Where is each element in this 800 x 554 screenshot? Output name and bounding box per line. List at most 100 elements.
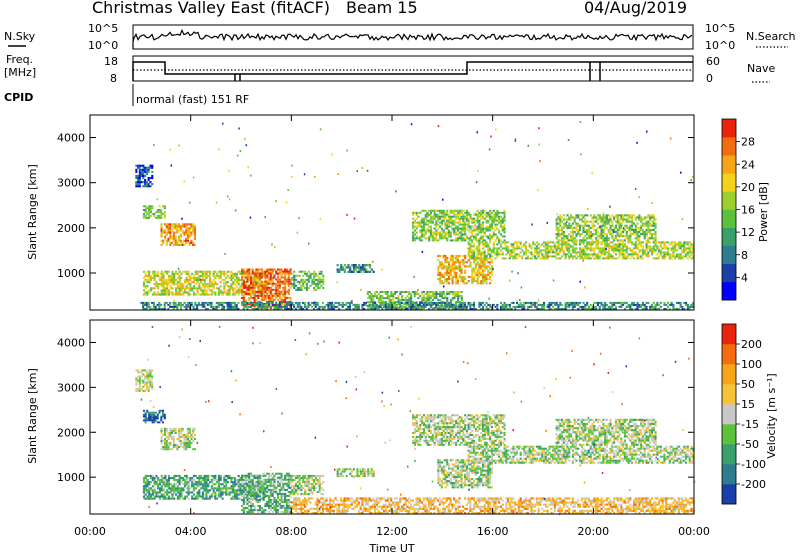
data-cell xyxy=(499,233,502,236)
data-cell xyxy=(444,217,447,220)
data-cell xyxy=(188,227,191,230)
data-cell xyxy=(184,279,187,282)
data-cell xyxy=(496,253,499,256)
data-cell xyxy=(375,297,378,300)
data-cell xyxy=(164,293,167,296)
data-cell xyxy=(185,239,188,242)
data-cell xyxy=(656,245,659,248)
data-cell xyxy=(147,185,150,188)
data-cell xyxy=(514,308,517,310)
data-cell xyxy=(539,303,542,306)
data-cell xyxy=(162,285,165,288)
data-cell xyxy=(496,219,499,222)
data-cell xyxy=(144,185,147,188)
data-cell xyxy=(605,308,608,310)
data-cell xyxy=(408,293,411,295)
data-cell xyxy=(178,287,181,290)
data-cell xyxy=(622,247,625,250)
data-cell xyxy=(415,217,418,220)
data-cell xyxy=(489,247,492,250)
data-cell xyxy=(494,223,497,226)
data-cell xyxy=(330,301,333,304)
data-cell xyxy=(503,247,506,250)
data-cell xyxy=(453,223,456,226)
data-cell xyxy=(410,308,413,310)
data-cell xyxy=(449,215,452,218)
data-cell xyxy=(649,237,652,240)
data-cell xyxy=(248,272,251,275)
data-cell xyxy=(426,301,429,304)
data-cell xyxy=(634,233,637,236)
data-cell xyxy=(313,274,316,277)
data-cell xyxy=(548,303,551,306)
data-cell xyxy=(424,297,427,300)
data-cell xyxy=(232,287,235,290)
data-cell xyxy=(535,308,538,310)
data-cell xyxy=(269,270,272,273)
data-cell xyxy=(636,245,639,248)
data-cell xyxy=(412,225,415,228)
data-cell xyxy=(507,249,510,252)
data-cell xyxy=(264,276,267,279)
data-cell xyxy=(164,229,167,232)
data-cell xyxy=(548,255,551,258)
data-cell xyxy=(442,209,445,212)
data-cell xyxy=(192,276,195,279)
data-cell xyxy=(641,301,644,304)
data-cell xyxy=(478,213,481,216)
data-cell xyxy=(582,220,585,223)
data-cell xyxy=(151,272,154,275)
data-cell xyxy=(176,444,179,447)
data-cell xyxy=(219,291,222,294)
data-cell xyxy=(625,305,628,308)
data-cell xyxy=(374,308,377,310)
data-cell xyxy=(162,448,165,451)
data-cell xyxy=(246,278,249,281)
data-cell xyxy=(282,305,285,308)
data-cell xyxy=(584,303,587,306)
data-cell xyxy=(580,255,583,258)
data-cell xyxy=(278,272,281,275)
data-cell xyxy=(550,241,553,244)
data-cell xyxy=(449,211,452,214)
data-cell xyxy=(446,269,449,272)
data-cell xyxy=(494,229,497,232)
data-cell xyxy=(289,282,292,285)
data-cell xyxy=(138,179,141,182)
data-cell xyxy=(442,282,445,285)
data-cell xyxy=(367,264,370,267)
data-cell xyxy=(596,214,599,217)
data-cell xyxy=(178,243,181,246)
data-cell xyxy=(253,288,256,291)
data-cell xyxy=(553,308,556,310)
data-cell xyxy=(277,280,280,283)
data-cell xyxy=(269,268,272,271)
data-cell xyxy=(442,285,445,288)
data-cell xyxy=(456,217,459,220)
data-cell xyxy=(632,214,635,217)
data-cell xyxy=(285,268,288,271)
data-cell xyxy=(251,305,254,307)
data-cell xyxy=(194,272,197,275)
data-cell xyxy=(289,305,292,307)
data-cell xyxy=(384,308,387,310)
nsky-trace xyxy=(132,28,693,49)
data-cell xyxy=(507,308,510,310)
data-cell xyxy=(614,253,617,256)
data-cell xyxy=(674,241,677,244)
data-cell xyxy=(142,477,145,480)
data-cell xyxy=(460,301,463,304)
data-cell xyxy=(607,308,610,310)
data-cell xyxy=(482,265,485,268)
data-cell xyxy=(178,440,181,442)
data-cell xyxy=(587,228,590,231)
data-cell xyxy=(622,220,625,223)
data-cell xyxy=(144,477,147,480)
data-cell xyxy=(143,301,146,304)
data-cell xyxy=(142,215,145,217)
data-cell xyxy=(145,383,148,386)
data-cell xyxy=(167,281,170,284)
data-cell xyxy=(153,291,156,294)
data-cell xyxy=(428,219,431,222)
data-cell xyxy=(277,303,280,306)
